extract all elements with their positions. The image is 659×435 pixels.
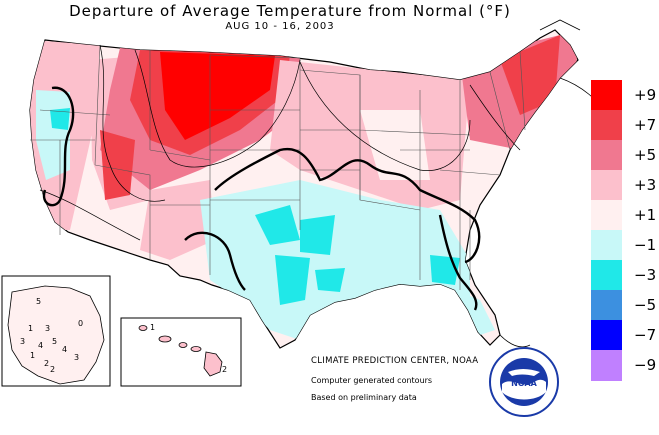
alaska-outline	[7, 285, 105, 385]
legend-label: −1	[634, 236, 657, 254]
map-subtitle: AUG 10 - 16, 2003	[225, 21, 335, 32]
legend-row: −7	[591, 320, 656, 351]
svg-text:NOAA: NOAA	[511, 379, 537, 388]
legend-row: +3	[591, 170, 656, 201]
legend-swatch	[591, 290, 622, 321]
svg-text:1: 1	[150, 323, 155, 332]
alaska-contour-labels: 5 1 3 0 3 4 5 4 1 2 3 2	[20, 297, 83, 374]
svg-text:4: 4	[62, 345, 67, 354]
svg-text:4: 4	[38, 341, 43, 350]
svg-text:2: 2	[44, 359, 49, 368]
svg-text:1: 1	[30, 351, 35, 360]
legend-label: −3	[634, 266, 657, 284]
legend-row: −1	[591, 230, 656, 261]
legend-row: +5	[591, 140, 656, 171]
legend-swatch	[591, 110, 622, 141]
svg-text:5: 5	[36, 297, 41, 306]
anomaly-shading	[30, 30, 578, 340]
hawaii-contour-labels: 1 2	[150, 323, 227, 374]
legend-label: +5	[634, 146, 657, 164]
map-title: Departure of Average Temperature from No…	[69, 2, 511, 20]
legend-label: −9	[634, 356, 657, 374]
thin-contours	[39, 44, 521, 241]
legend-row: +7	[591, 110, 656, 141]
legend-row: −5	[591, 290, 656, 321]
zero-contour	[42, 86, 481, 311]
legend-label: −7	[634, 326, 657, 344]
legend-row: −9	[591, 350, 656, 381]
noaa-logo-icon: NOAA	[489, 347, 559, 417]
legend-swatch	[591, 230, 622, 261]
legend-row: −3	[591, 260, 656, 291]
state-boundaries	[30, 44, 526, 290]
legend-label: +1	[634, 206, 657, 224]
legend-row: +9	[591, 80, 656, 111]
svg-text:3: 3	[74, 353, 79, 362]
svg-text:2: 2	[222, 365, 227, 374]
legend-label: +3	[634, 176, 657, 194]
svg-text:1: 1	[28, 324, 33, 333]
legend-swatch	[591, 320, 622, 351]
svg-text:5: 5	[52, 337, 57, 346]
svg-text:3: 3	[45, 324, 50, 333]
legend-swatch	[591, 80, 622, 111]
svg-text:3: 3	[20, 337, 25, 346]
legend-swatch	[591, 200, 622, 231]
credit-note-contours: Computer generated contours	[311, 376, 433, 385]
legend-label: +9	[634, 86, 657, 104]
hawaii-inset-frame	[120, 317, 242, 387]
svg-text:0: 0	[78, 319, 83, 328]
credit-organization: CLIMATE PREDICTION CENTER, NOAA	[311, 356, 479, 366]
legend-row: +1	[591, 200, 656, 231]
legend-swatch	[591, 260, 622, 291]
legend-swatch	[591, 350, 622, 381]
legend-label: −5	[634, 296, 657, 314]
legend-swatch	[591, 140, 622, 171]
svg-text:2: 2	[50, 365, 55, 374]
hawaii-islands	[138, 325, 223, 377]
legend-label: +7	[634, 116, 657, 134]
credit-note-data: Based on preliminary data	[311, 393, 417, 402]
legend-swatch	[591, 170, 622, 201]
